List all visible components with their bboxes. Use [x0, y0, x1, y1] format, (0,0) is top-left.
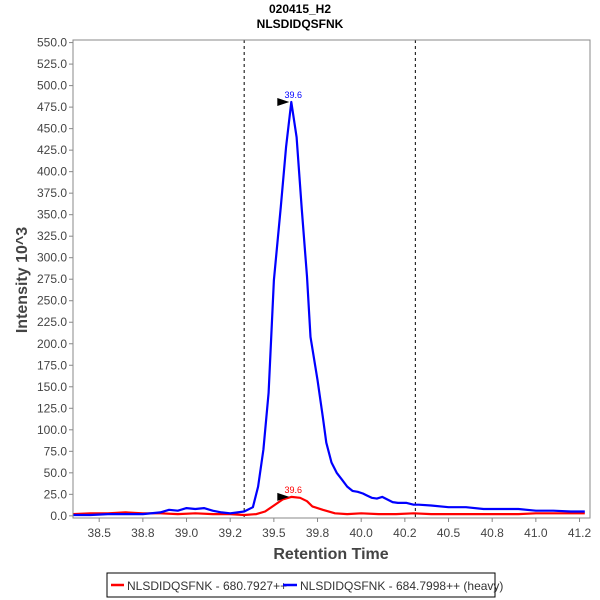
y-tick-label: 175.0 — [37, 358, 67, 372]
x-tick-label: 41.2 — [568, 526, 592, 540]
y-tick-label: 475.0 — [37, 100, 67, 114]
x-tick-label: 39.0 — [175, 526, 199, 540]
y-tick-label: 0.0 — [50, 509, 67, 523]
peak-marker-icon — [277, 492, 290, 501]
y-tick-label: 450.0 — [37, 122, 67, 136]
chart-title: 020415_H2 — [269, 2, 331, 16]
y-tick-label: 500.0 — [37, 79, 67, 93]
y-tick-label: 325.0 — [37, 229, 67, 243]
y-tick-label: 400.0 — [37, 165, 67, 179]
y-tick-label: 150.0 — [37, 380, 67, 394]
y-tick-label: 525.0 — [37, 57, 67, 71]
x-tick-label: 39.5 — [262, 526, 286, 540]
y-tick-label: 350.0 — [37, 208, 67, 222]
y-tick-label: 225.0 — [37, 315, 67, 329]
peak-marker-icon — [277, 97, 290, 106]
y-tick-label: 550.0 — [37, 36, 67, 50]
x-tick-label: 41.0 — [524, 526, 548, 540]
x-tick-label: 40.8 — [481, 526, 505, 540]
x-tick-label: 40.0 — [350, 526, 374, 540]
y-tick-label: 275.0 — [37, 272, 67, 286]
y-axis-label: Intensity 10^3 — [14, 227, 31, 333]
y-tick-label: 50.0 — [44, 466, 68, 480]
y-tick-label: 125.0 — [37, 401, 67, 415]
x-tick-label: 39.8 — [306, 526, 330, 540]
y-tick-label: 75.0 — [44, 444, 68, 458]
x-tick-label: 38.5 — [88, 526, 112, 540]
y-tick-label: 250.0 — [37, 294, 67, 308]
y-tick-label: 200.0 — [37, 337, 67, 351]
y-tick-label: 300.0 — [37, 251, 67, 265]
series-line-light — [72, 495, 585, 517]
chart-subtitle: NLSDIDQSFNK — [257, 17, 344, 31]
peak-label: 39.6 — [285, 90, 303, 100]
y-tick-label: 100.0 — [37, 423, 67, 437]
x-tick-label: 40.5 — [437, 526, 461, 540]
peak-label: 39.6 — [285, 485, 303, 495]
x-tick-label: 38.8 — [131, 526, 155, 540]
legend-label-light: NLSDIDQSFNK - 680.7927++ — [127, 579, 287, 593]
series-line-heavy — [73, 100, 585, 517]
y-tick-label: 375.0 — [37, 186, 67, 200]
x-tick-label: 39.2 — [219, 526, 243, 540]
y-tick-label: 25.0 — [44, 487, 68, 501]
x-tick-label: 40.2 — [393, 526, 417, 540]
x-axis-label: Retention Time — [273, 546, 388, 563]
legend-label-heavy: NLSDIDQSFNK - 684.7998++ (heavy) — [300, 579, 503, 593]
legend: NLSDIDQSFNK - 680.7927++ NLSDIDQSFNK - 6… — [106, 572, 503, 598]
y-tick-label: 425.0 — [37, 143, 67, 157]
